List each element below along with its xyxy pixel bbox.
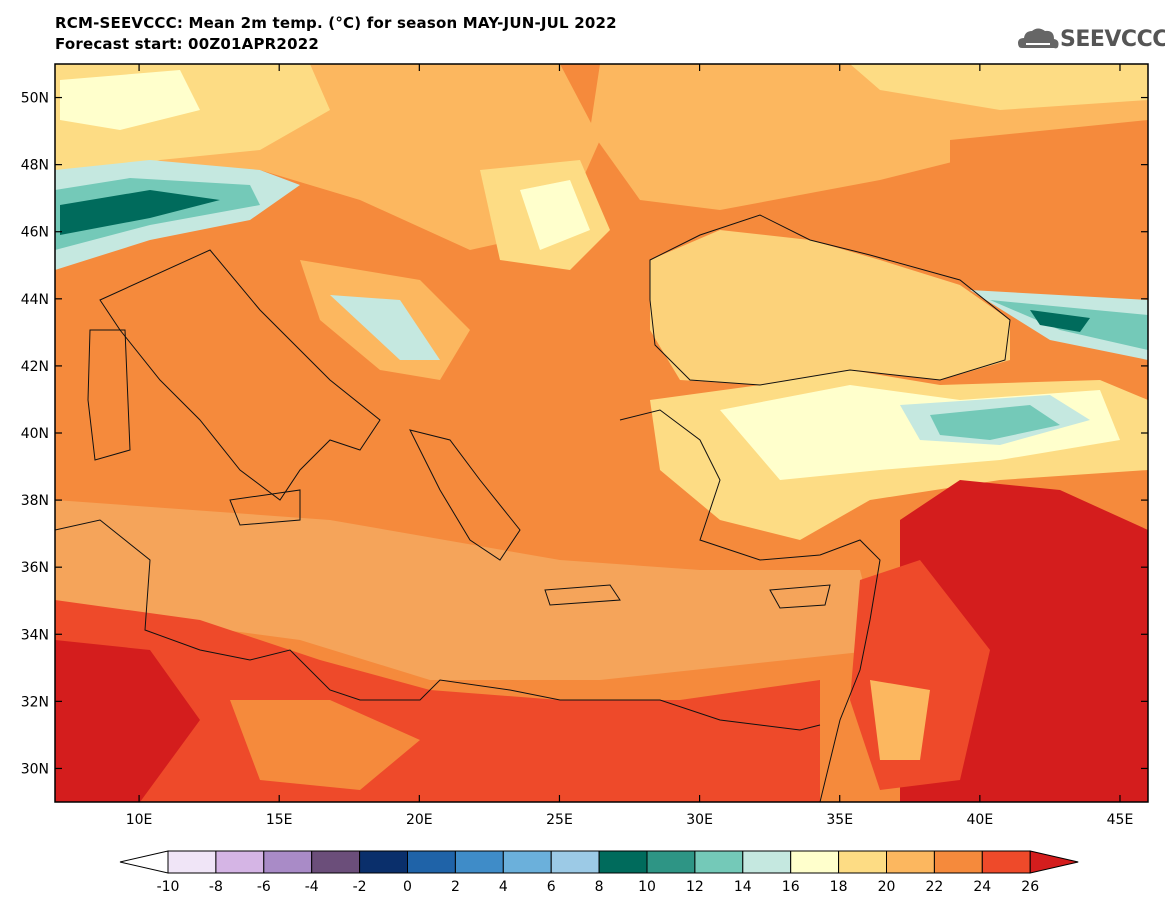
colorbar-label: 24: [973, 879, 991, 895]
tunisia-libya-hot-zone: [55, 640, 200, 802]
anatolia-levant-coast: [619, 409, 881, 802]
italy-coast: [99, 249, 381, 501]
longitude-axis: 10E 15E 20E 25E 30E 35E 40E 45E: [126, 64, 1134, 828]
colorbar-segment: [311, 850, 361, 874]
colorbar-segment: [981, 850, 1031, 874]
colorbar-segment: [598, 850, 648, 874]
north-africa-coast: [55, 519, 821, 731]
colorbar-segment: [790, 850, 840, 874]
colorbar-segment: [359, 850, 409, 874]
lat-tick-label: 44N: [21, 292, 49, 308]
colorbar-label: -10: [157, 879, 180, 895]
colorbar: -10 -8 -6 -4 -2 0 2 4 6 8 10 12 14 16 18 20 22 24 26: [119, 850, 1079, 895]
colorbar-label: 6: [547, 879, 556, 895]
lat-tick-label: 40N: [21, 426, 49, 442]
colorbar-label: -4: [305, 879, 319, 895]
colorbar-label: 18: [830, 879, 848, 895]
colorbar-over-triangle: [1029, 850, 1079, 874]
mediterranean-sea-zone: [55, 500, 880, 680]
caucasus-north-zone: [950, 120, 1148, 290]
lat-tick-label: 42N: [21, 359, 49, 375]
map-field: [55, 64, 1148, 802]
colorbar-segment: [263, 850, 313, 874]
lat-tick-label: 36N: [21, 560, 49, 576]
colorbar-label: 8: [595, 879, 604, 895]
sardinia-corsica-coast: [87, 329, 131, 461]
colorbar-segment: [407, 850, 456, 874]
colorbar-segment: [215, 850, 265, 874]
colorbar-label: 14: [734, 879, 752, 895]
lon-tick-label: 10E: [126, 812, 153, 828]
logo-text: SEEVCCC: [1060, 27, 1165, 52]
colorbar-segment: [886, 850, 935, 874]
lon-tick-label: 20E: [406, 812, 433, 828]
east-anatolia-core: [930, 405, 1060, 440]
caucasus-zone-core: [1030, 310, 1090, 332]
lat-tick-label: 34N: [21, 627, 49, 643]
cloud-icon: [1018, 28, 1059, 49]
lon-tick-label: 40E: [967, 812, 994, 828]
colorbar-segment: [550, 850, 600, 874]
colorbar-label: -8: [209, 879, 223, 895]
black-sea-coast: [649, 214, 1011, 386]
lat-tick-label: 48N: [21, 158, 49, 174]
colorbar-segment: [694, 850, 744, 874]
greece-coast: [409, 429, 521, 561]
colorbar-label: 16: [782, 879, 800, 895]
lat-tick-label: 30N: [21, 761, 49, 777]
black-sea: [650, 230, 1010, 385]
colorbar-segment: [167, 850, 217, 874]
lat-tick-label: 46N: [21, 225, 49, 241]
colorbar-label: -2: [353, 879, 367, 895]
lat-tick-label: 32N: [21, 694, 49, 710]
colorbar-segment: [646, 850, 696, 874]
russia-zone: [850, 64, 1148, 110]
jordan-highland-zone: [870, 680, 930, 760]
germany-cool-zone: [60, 70, 200, 130]
colorbar-segment: [454, 850, 504, 874]
latitude-axis: 30N 32N 34N 36N 38N 40N 42N 44N 46N 48N 50N: [21, 91, 1148, 777]
sicily-coast: [229, 489, 301, 526]
colorbar-under-triangle: [119, 850, 169, 874]
lon-tick-label: 45E: [1107, 812, 1134, 828]
lon-tick-label: 25E: [546, 812, 573, 828]
lon-tick-label: 15E: [266, 812, 293, 828]
north-africa-zone: [55, 600, 820, 802]
colorbar-label: 0: [403, 879, 412, 895]
carpathian-cool-zone: [520, 180, 590, 250]
colorbar-segment: [502, 850, 552, 874]
colorbar-label: 2: [451, 879, 460, 895]
colorbar-label: 10: [638, 879, 656, 895]
alps-zone-core: [60, 190, 220, 235]
cyprus-coast: [769, 584, 831, 609]
colorbar-segment: [742, 850, 792, 874]
lon-tick-label: 30E: [686, 812, 713, 828]
dinaric-zone: [330, 295, 440, 360]
lat-tick-label: 50N: [21, 91, 49, 107]
colorbar-segment: [838, 850, 887, 874]
crete-coast: [544, 584, 621, 606]
colorbar-label: 22: [925, 879, 943, 895]
forecast-start-label: Forecast start: 00Z01APR2022: [55, 35, 319, 53]
lat-tick-label: 38N: [21, 493, 49, 509]
colorbar-label: 20: [878, 879, 896, 895]
colorbar-label: 4: [499, 879, 508, 895]
colorbar-label: -6: [257, 879, 271, 895]
colorbar-label: 26: [1021, 879, 1039, 895]
map-title: RCM-SEEVCCC: Mean 2m temp. (°C) for seas…: [55, 14, 617, 32]
coastlines: [55, 214, 1011, 802]
libya-coast-zone: [230, 700, 420, 790]
colorbar-segment: [933, 850, 983, 874]
colorbar-label: 12: [686, 879, 704, 895]
lon-tick-label: 35E: [826, 812, 853, 828]
